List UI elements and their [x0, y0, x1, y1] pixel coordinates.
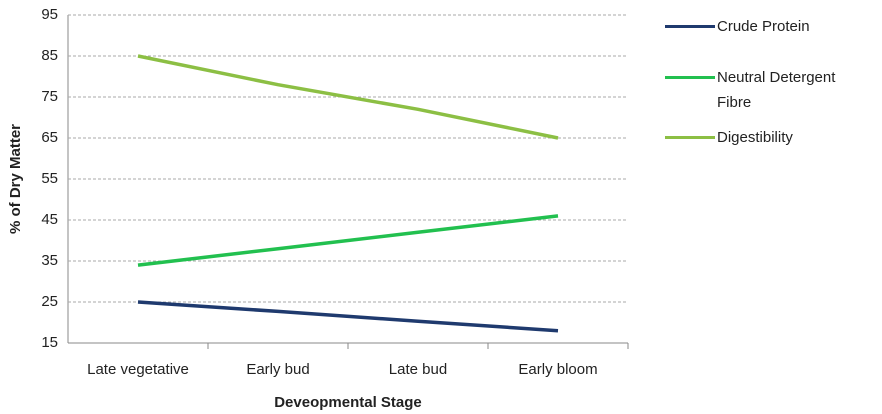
- y-tick-label: 35: [41, 252, 58, 269]
- y-tick-label: 45: [41, 211, 58, 228]
- y-tick-label: 65: [41, 129, 58, 146]
- y-tick-label: 15: [41, 334, 58, 351]
- y-tick-label: 55: [41, 170, 58, 187]
- x-tick-label: Early bud: [246, 361, 309, 378]
- legend-item: Neutral Detergent Fibre: [665, 65, 857, 115]
- legend-swatch: [665, 136, 715, 139]
- legend-label: Crude Protein: [717, 18, 810, 35]
- series-line: [137, 54, 559, 140]
- series-line: [137, 214, 559, 267]
- legend-item: Crude Protein: [665, 14, 857, 39]
- x-tick-label: Late vegetative: [87, 361, 189, 378]
- legend-swatch: [665, 76, 715, 79]
- legend-label: Digestibility: [717, 129, 793, 146]
- legend-swatch: [665, 25, 715, 28]
- x-tick-label: Late bud: [389, 361, 447, 378]
- series-line: [137, 300, 559, 333]
- legend-label: Neutral Detergent Fibre: [717, 69, 836, 111]
- legend-item: Digestibility: [665, 125, 857, 150]
- y-tick-label: 75: [41, 88, 58, 105]
- x-axis-title: Deveopmental Stage: [274, 394, 422, 411]
- legend: Crude Protein Neutral Detergent Fibre Dige…: [665, 14, 880, 150]
- x-tick-label: Early bloom: [518, 361, 597, 378]
- y-tick-label: 95: [41, 6, 58, 23]
- y-tick-label: 25: [41, 293, 58, 310]
- y-tick-label: 85: [41, 47, 58, 64]
- y-axis-title: % of Dry Matter: [7, 124, 24, 234]
